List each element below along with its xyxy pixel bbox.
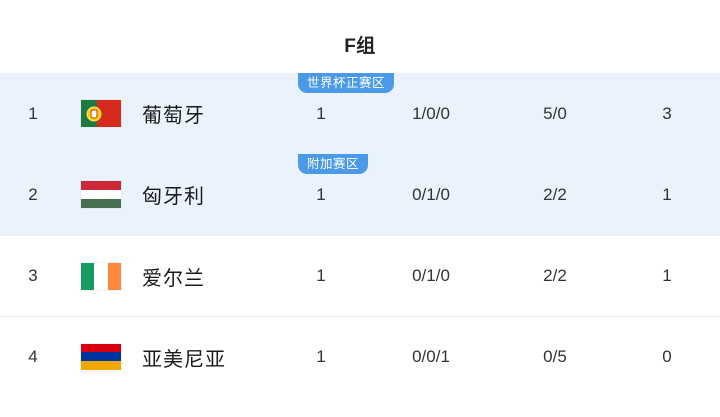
row-win-draw-loss: 0/1/0 (412, 184, 450, 204)
row-win-draw-loss: 0/0/1 (412, 347, 450, 366)
row-points: 1 (662, 266, 672, 285)
row-team-name: 爱尔兰 (142, 267, 205, 290)
row-goals: 2/2 (543, 266, 567, 285)
row-points: 1 (662, 184, 672, 204)
row-played: 1 (316, 184, 326, 204)
standings-table: 世界杯正赛区 1 葡萄牙 1 1/0/0 5/0 3 附加赛区 2 (0, 73, 720, 397)
armenia-flag (66, 343, 136, 371)
ireland-flag (66, 262, 136, 290)
row-team-name: 匈牙利 (142, 186, 205, 208)
row-goals: 2/2 (543, 184, 567, 204)
table-row[interactable]: 世界杯正赛区 1 葡萄牙 1 1/0/0 5/0 3 (0, 73, 720, 154)
row-goals: 0/5 (543, 347, 567, 366)
row-goals: 5/0 (543, 103, 567, 123)
row-team-name: 葡萄牙 (142, 105, 205, 127)
qualification-tag-wc: 世界杯正赛区 (298, 73, 395, 93)
page-title: F组 (344, 36, 376, 57)
table-row[interactable]: 附加赛区 2 匈牙利 1 0/1/0 2/2 1 (0, 154, 720, 235)
row-rank: 3 (28, 266, 38, 285)
portugal-flag (66, 100, 136, 127)
row-played: 1 (316, 266, 326, 285)
table-row[interactable]: 4 亚美尼亚 1 0/0/1 0/5 0 (0, 316, 720, 397)
row-win-draw-loss: 1/0/0 (412, 103, 450, 123)
row-played: 1 (316, 103, 326, 123)
row-points: 0 (662, 347, 672, 366)
row-rank: 1 (28, 103, 38, 123)
qualification-tag-playoff: 附加赛区 (298, 154, 369, 174)
row-team-name: 亚美尼亚 (142, 348, 226, 371)
hungary-flag (66, 181, 136, 208)
row-played: 1 (316, 347, 326, 366)
table-row[interactable]: 3 爱尔兰 1 0/1/0 2/2 1 (0, 235, 720, 316)
row-rank: 2 (28, 184, 38, 204)
row-points: 3 (662, 103, 672, 123)
row-win-draw-loss: 0/1/0 (412, 266, 450, 285)
row-rank: 4 (28, 347, 38, 366)
